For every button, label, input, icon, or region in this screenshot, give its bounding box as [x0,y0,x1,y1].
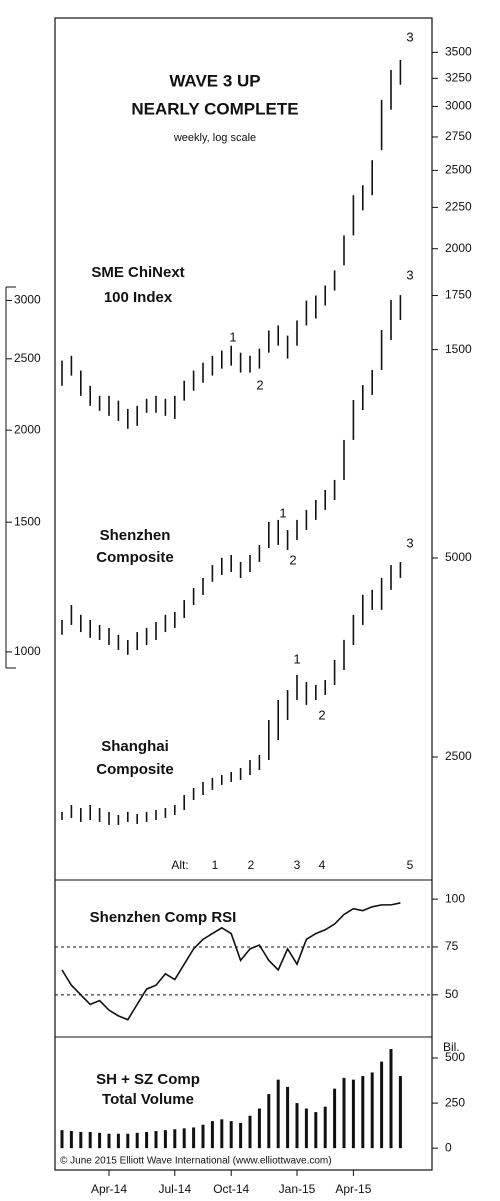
volume-bar [276,1079,280,1149]
y-tick-label: 1000 [14,644,41,658]
x-tick-label: Jul-14 [158,1182,191,1196]
y-tick-label: 2000 [445,241,472,255]
volume-bar [248,1115,252,1149]
y-tick-label: 3250 [445,71,472,85]
y-tick-label: 0 [445,1140,452,1154]
volume-bar [135,1132,139,1149]
series-label: Composite [96,549,174,566]
y-tick-label: 5000 [445,550,472,564]
volume-bar [304,1108,308,1149]
y-tick-label: 100 [445,891,465,905]
wave-label: 1 [293,651,300,666]
series-label: Shenzhen [100,527,171,544]
copyright: © June 2015 Elliott Wave International (… [60,1156,332,1167]
volume-bar [145,1131,149,1149]
volume-bar [398,1076,402,1149]
x-tick-label: Apr-14 [91,1182,127,1196]
wave-label: 3 [406,267,413,282]
volume-bar [323,1106,327,1149]
rsi-line [61,902,401,1021]
series-label: Shanghai [101,738,169,755]
volume-bar [60,1130,64,1149]
volume-bar [210,1121,214,1149]
y-tick-label: 3500 [445,45,472,59]
volume-bar [98,1132,102,1149]
x-tick-label: Oct-14 [213,1182,249,1196]
volume-bar [126,1133,130,1149]
volume-bar [182,1128,186,1149]
y-tick-label: 250 [445,1095,465,1109]
volume-bar [257,1108,261,1149]
volume-bar [333,1088,337,1149]
y-tick-label: 1750 [445,288,472,302]
volume-bar [361,1076,365,1149]
y-tick-label: 2000 [14,422,41,436]
panel-title: Shenzhen Comp RSI [90,909,237,926]
volume-bar [286,1086,290,1149]
volume-bar [267,1094,271,1149]
y-tick-label: 3000 [445,99,472,113]
y-tick-label: 2750 [445,129,472,143]
title: NEARLY COMPLETE [131,99,298,118]
wave-label: 2 [289,552,296,567]
wave-label: 2 [318,707,325,722]
y-tick-label: 2500 [445,749,472,763]
volume-bar [314,1112,318,1149]
y-tick-label: 1500 [14,514,41,528]
volume-bar [389,1049,393,1149]
volume-bar [295,1103,299,1149]
y-tick-label: 3000 [14,293,41,307]
x-tick-label: Jan-15 [279,1182,316,1196]
alt-wave-label: 1 [212,858,219,872]
volume-bar [201,1124,205,1149]
volume-bar [163,1130,167,1149]
volume-bar [342,1077,346,1149]
y-tick-label: 500 [445,1050,465,1064]
volume-bar [69,1131,73,1149]
volume-bar [79,1131,83,1149]
panel-title: SH + SZ Comp [96,1071,200,1088]
y-tick-label: 2500 [445,163,472,177]
series-label: 100 Index [104,289,173,306]
volume-bar [154,1131,158,1149]
y-tick-label: 2500 [14,351,41,365]
volume-bar [173,1129,177,1149]
title: WAVE 3 UP [169,71,260,90]
volume-bar [351,1079,355,1149]
y-tick-label: 50 [445,987,459,1001]
panel-title: Total Volume [102,1091,194,1108]
alt-wave-label: 2 [248,858,255,872]
volume-bar [220,1119,224,1149]
wave-label: 1 [229,329,236,344]
volume-bar [380,1061,384,1149]
volume-bar [88,1131,92,1149]
x-tick-label: Apr-15 [335,1182,371,1196]
series-label: SME ChiNext [91,264,184,281]
wave-label: 3 [406,535,413,550]
wave-label: 1 [279,505,286,520]
volume-bar [370,1072,374,1149]
series-label: Composite [96,761,174,778]
subtitle: weekly, log scale [173,132,256,144]
volume-bar [239,1122,243,1149]
unit-label: Bil. [443,1040,460,1054]
alt-wave-label: 4 [319,858,326,872]
volume-bar [229,1121,233,1149]
alt-wave-label: 3 [294,858,301,872]
volume-bar [192,1127,196,1149]
volume-bar [107,1133,111,1149]
wave-label: 3 [406,29,413,44]
y-tick-label: 75 [445,939,459,953]
alt-wave-label: 5 [407,858,414,872]
wave-label: 2 [256,377,263,392]
y-tick-label: 2250 [445,200,472,214]
alt-label: Alt: [171,858,188,872]
y-tick-label: 1500 [445,342,472,356]
frame [54,17,433,1171]
volume-bar [116,1133,120,1149]
